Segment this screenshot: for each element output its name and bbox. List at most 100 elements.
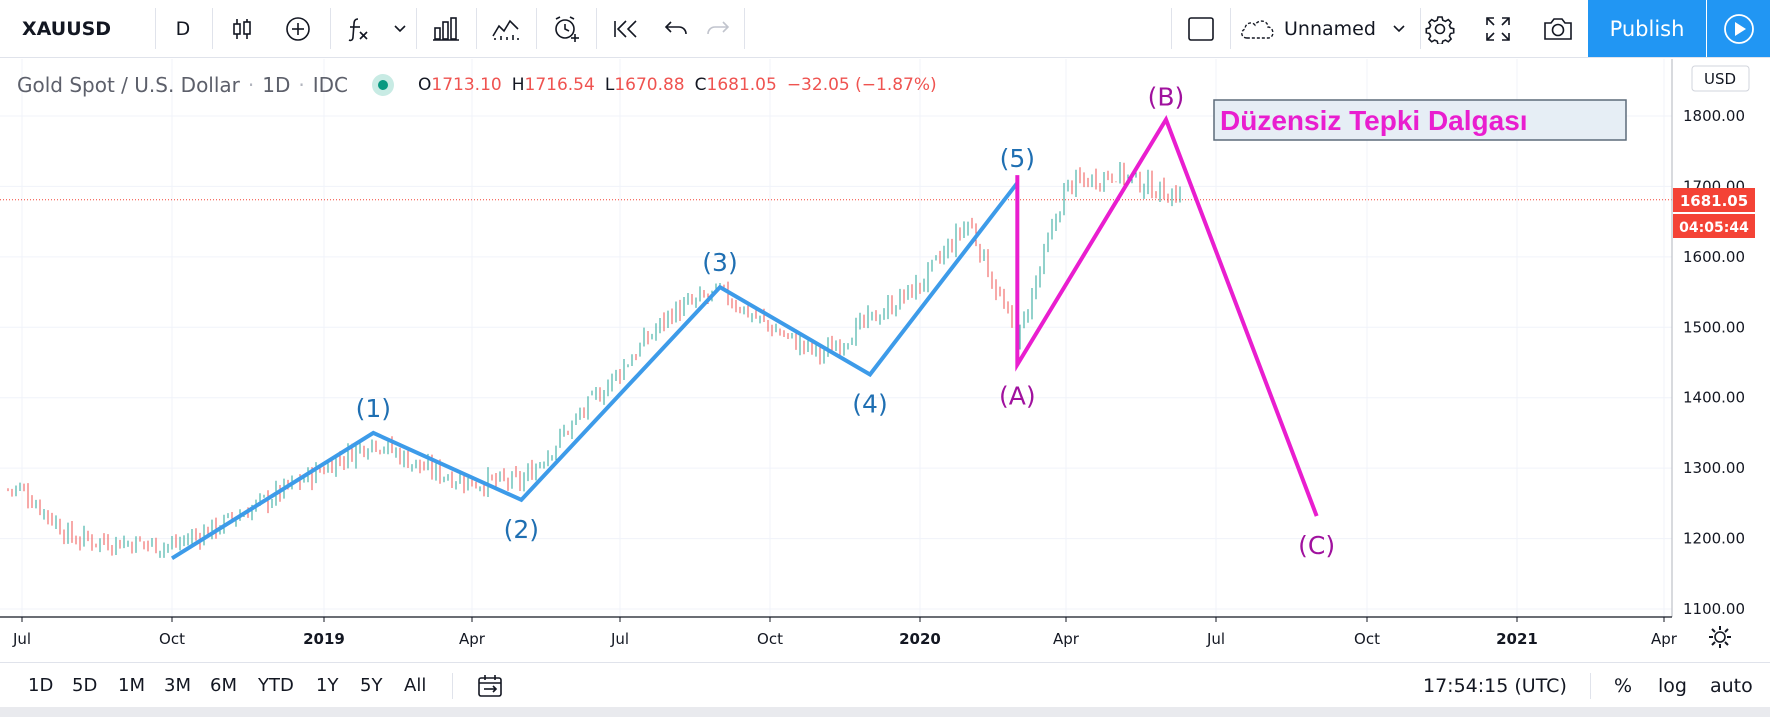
currency-label: USD (1704, 70, 1736, 88)
range-3m[interactable]: 3M (164, 675, 191, 696)
currency-badge[interactable] (1691, 65, 1750, 92)
toolbar-divider (1420, 8, 1421, 49)
chart-grid (0, 59, 1672, 617)
range-1y[interactable]: 1Y (316, 675, 339, 696)
publish-button[interactable]: Publish (1588, 0, 1706, 57)
range-1d[interactable]: 1D (28, 675, 54, 696)
line-chart-icon[interactable] (486, 0, 526, 57)
price-chart[interactable]: (1) (2) (3) (4) (5) (A) (B) (C) Düzensiz Tepki … (0, 59, 1770, 662)
add-indicator-icon[interactable] (278, 0, 318, 57)
wave-label: (3) (702, 248, 737, 277)
utc-clock[interactable]: 17:54:15 (UTC) (1423, 674, 1567, 697)
toolbar-divider (330, 8, 331, 49)
redo-icon[interactable] (700, 0, 736, 57)
market-status-icon[interactable] (372, 74, 395, 96)
cloud-icon (1241, 19, 1274, 39)
y-tick-label: 1200.00 (1683, 530, 1745, 548)
interval-button[interactable]: D (175, 17, 191, 40)
wave-label: (1) (356, 394, 391, 423)
toolbar-divider (476, 8, 477, 49)
x-tick-label: Apr (459, 630, 486, 648)
date-range-icon[interactable] (476, 663, 504, 708)
high-key: H (511, 75, 525, 95)
wave-label: (C) (1298, 531, 1335, 560)
wave-line[interactable] (1015, 114, 1319, 517)
toolbar-divider (155, 8, 156, 49)
x-tick-label: Jul (610, 630, 629, 648)
symbol-search-button[interactable]: XAUUSD (22, 17, 112, 40)
toolbar-divider (416, 8, 417, 49)
fullscreen-icon[interactable] (1478, 0, 1518, 57)
alert-icon[interactable] (546, 0, 586, 57)
legend-title: Gold Spot / U.S. Dollar (17, 73, 240, 97)
annotation-text: Düzensiz Tepki Dalgası (1220, 105, 1528, 136)
legend-interval: 1D (262, 73, 291, 97)
x-tick-label: Oct (159, 630, 185, 648)
y-tick-label: 1300.00 (1683, 459, 1745, 477)
last-price-value: 1681.05 (1680, 192, 1748, 210)
rectangle-icon[interactable] (1181, 0, 1221, 57)
bottom-strip (0, 707, 1770, 717)
annotation-box[interactable] (1213, 99, 1627, 141)
camera-icon[interactable] (1536, 0, 1580, 57)
x-tick-label: Oct (1354, 630, 1380, 648)
ohlc-values: O1713.10 H1716.54 L1670.88 C1681.05 −32.… (418, 75, 937, 95)
x-axis-labels: Jul Oct 2019 Apr Jul Oct 2020 Apr Jul Oct 2021 Apr (12, 617, 1678, 648)
low-key: L (604, 75, 615, 95)
x-tick-label: Jul (12, 630, 31, 648)
range-5d[interactable]: 5D (72, 675, 98, 696)
low-value: 1670.88 (614, 75, 685, 95)
countdown-tag (1673, 214, 1755, 238)
top-toolbar: XAUUSD D Unnamed (0, 0, 1770, 58)
percent-toggle[interactable]: % (1614, 674, 1633, 697)
range-6m[interactable]: 6M (210, 675, 237, 696)
candles-icon[interactable] (222, 0, 262, 57)
open-key: O (418, 75, 432, 95)
countdown-value: 04:05:44 (1679, 220, 1749, 236)
open-value: 1713.10 (431, 75, 502, 95)
chevron-down-icon[interactable] (386, 0, 414, 57)
range-ytd[interactable]: YTD (258, 675, 294, 696)
y-tick-label: 1600.00 (1683, 248, 1745, 266)
function-icon[interactable] (340, 0, 376, 57)
y-axis-labels: 1800.001700.001600.001500.001400.001300.… (1683, 107, 1745, 618)
bottom-divider (452, 673, 453, 699)
x-tick-label: 2020 (899, 630, 941, 648)
wave-line[interactable] (170, 181, 1019, 560)
auto-toggle[interactable]: auto (1710, 674, 1753, 697)
wave-label: (5) (1000, 144, 1035, 173)
play-icon[interactable] (1707, 0, 1770, 57)
elliott-waves (170, 114, 1319, 560)
y-tick-label: 1400.00 (1683, 389, 1745, 407)
bottom-divider (1590, 673, 1591, 699)
wave-label: (B) (1148, 83, 1185, 112)
undo-icon[interactable] (658, 0, 694, 57)
layout-name-button[interactable]: Unnamed (1238, 0, 1414, 57)
toolbar-divider (596, 8, 597, 49)
wave-label: (A) (999, 382, 1036, 411)
y-tick-label: 1100.00 (1683, 600, 1745, 618)
x-tick-label: Jul (1206, 630, 1225, 648)
change-value: −32.05 (−1.87%) (786, 75, 937, 95)
range-all[interactable]: All (404, 675, 427, 696)
replay-icon[interactable] (606, 0, 646, 57)
high-value: 1716.54 (524, 75, 595, 95)
bars-compare-icon[interactable] (426, 0, 466, 57)
toolbar-divider (212, 8, 213, 49)
chevron-down-icon (1393, 24, 1405, 32)
wave-labels: (1) (2) (3) (4) (5) (A) (B) (C) (356, 83, 1336, 561)
close-key: C (694, 75, 707, 95)
y-tick-label: 1800.00 (1683, 107, 1745, 125)
x-tick-label: Oct (757, 630, 783, 648)
chart-legend[interactable]: Gold Spot / U.S. Dollar · 1D · IDC O1713… (17, 73, 937, 97)
legend-source: IDC (312, 73, 349, 97)
price-scale[interactable] (1672, 59, 1770, 617)
range-1m[interactable]: 1M (118, 675, 145, 696)
x-tick-label: 2019 (303, 630, 345, 648)
range-5y[interactable]: 5Y (360, 675, 383, 696)
chart-settings-icon[interactable] (1709, 626, 1731, 648)
toolbar-divider (536, 8, 537, 49)
log-toggle[interactable]: log (1658, 674, 1687, 697)
wave-label: (2) (504, 515, 539, 544)
settings-icon[interactable] (1420, 0, 1460, 57)
